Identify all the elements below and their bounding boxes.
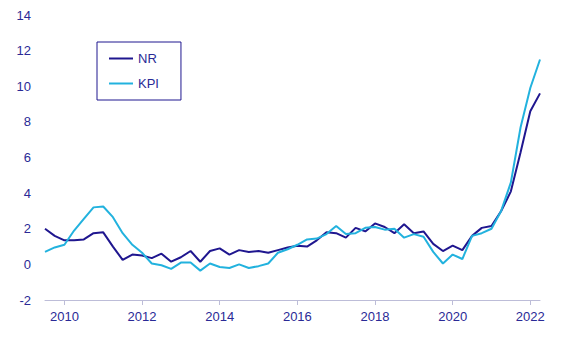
- svg-text:KPI: KPI: [138, 76, 159, 91]
- svg-text:2: 2: [24, 221, 31, 236]
- svg-text:6: 6: [24, 150, 31, 165]
- svg-text:-2: -2: [19, 293, 31, 308]
- svg-text:2018: 2018: [361, 309, 390, 324]
- svg-text:8: 8: [24, 114, 31, 129]
- svg-text:2014: 2014: [205, 309, 234, 324]
- svg-text:2012: 2012: [128, 309, 157, 324]
- svg-text:14: 14: [17, 8, 31, 23]
- svg-text:4: 4: [24, 186, 31, 201]
- svg-text:NR: NR: [138, 51, 157, 66]
- svg-text:2010: 2010: [50, 309, 79, 324]
- svg-text:0: 0: [24, 257, 31, 272]
- svg-text:2022: 2022: [516, 309, 545, 324]
- svg-text:2016: 2016: [283, 309, 312, 324]
- svg-text:12: 12: [17, 43, 31, 58]
- svg-text:10: 10: [17, 79, 31, 94]
- svg-text:2020: 2020: [438, 309, 467, 324]
